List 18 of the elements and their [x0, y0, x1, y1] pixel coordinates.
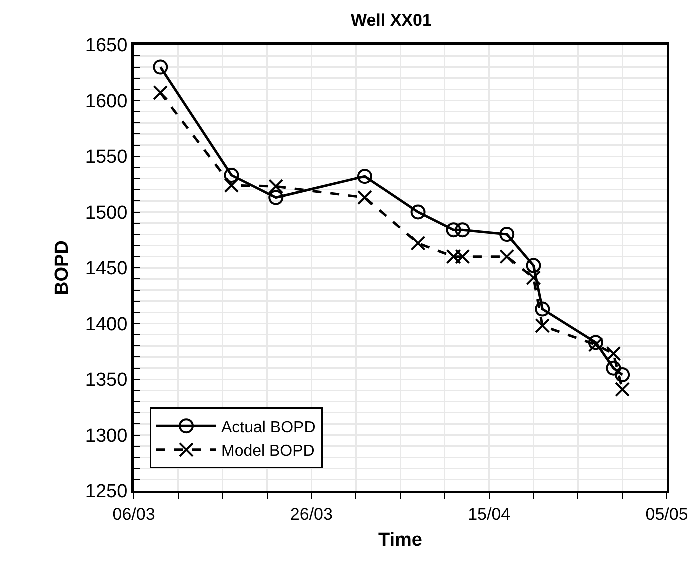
x-axis-title: Time	[378, 530, 423, 551]
y-tick-label: 1650	[85, 36, 128, 57]
x-tick-label: 15/04	[468, 504, 511, 524]
legend-label: Model BOPD	[221, 443, 315, 460]
chart-title: Well XX01	[350, 11, 432, 30]
y-tick-label: 1300	[85, 426, 128, 447]
y-axis-title: BOPD	[52, 240, 74, 296]
x-tick-label: 06/03	[112, 504, 156, 524]
y-tick-label: 1400	[85, 314, 128, 336]
y-tick-label: 1600	[85, 91, 128, 112]
y-tick-label: 1500	[85, 202, 128, 224]
y-tick-label: 1350	[85, 370, 128, 392]
y-tick-label: 1250	[85, 482, 128, 503]
x-tick-label: 26/03	[290, 504, 333, 524]
y-tick-label: 1550	[85, 147, 128, 168]
y-tick-label: 1450	[85, 258, 128, 280]
legend-label: Actual BOPD	[221, 419, 316, 436]
x-tick-label: 05/05	[646, 504, 688, 524]
